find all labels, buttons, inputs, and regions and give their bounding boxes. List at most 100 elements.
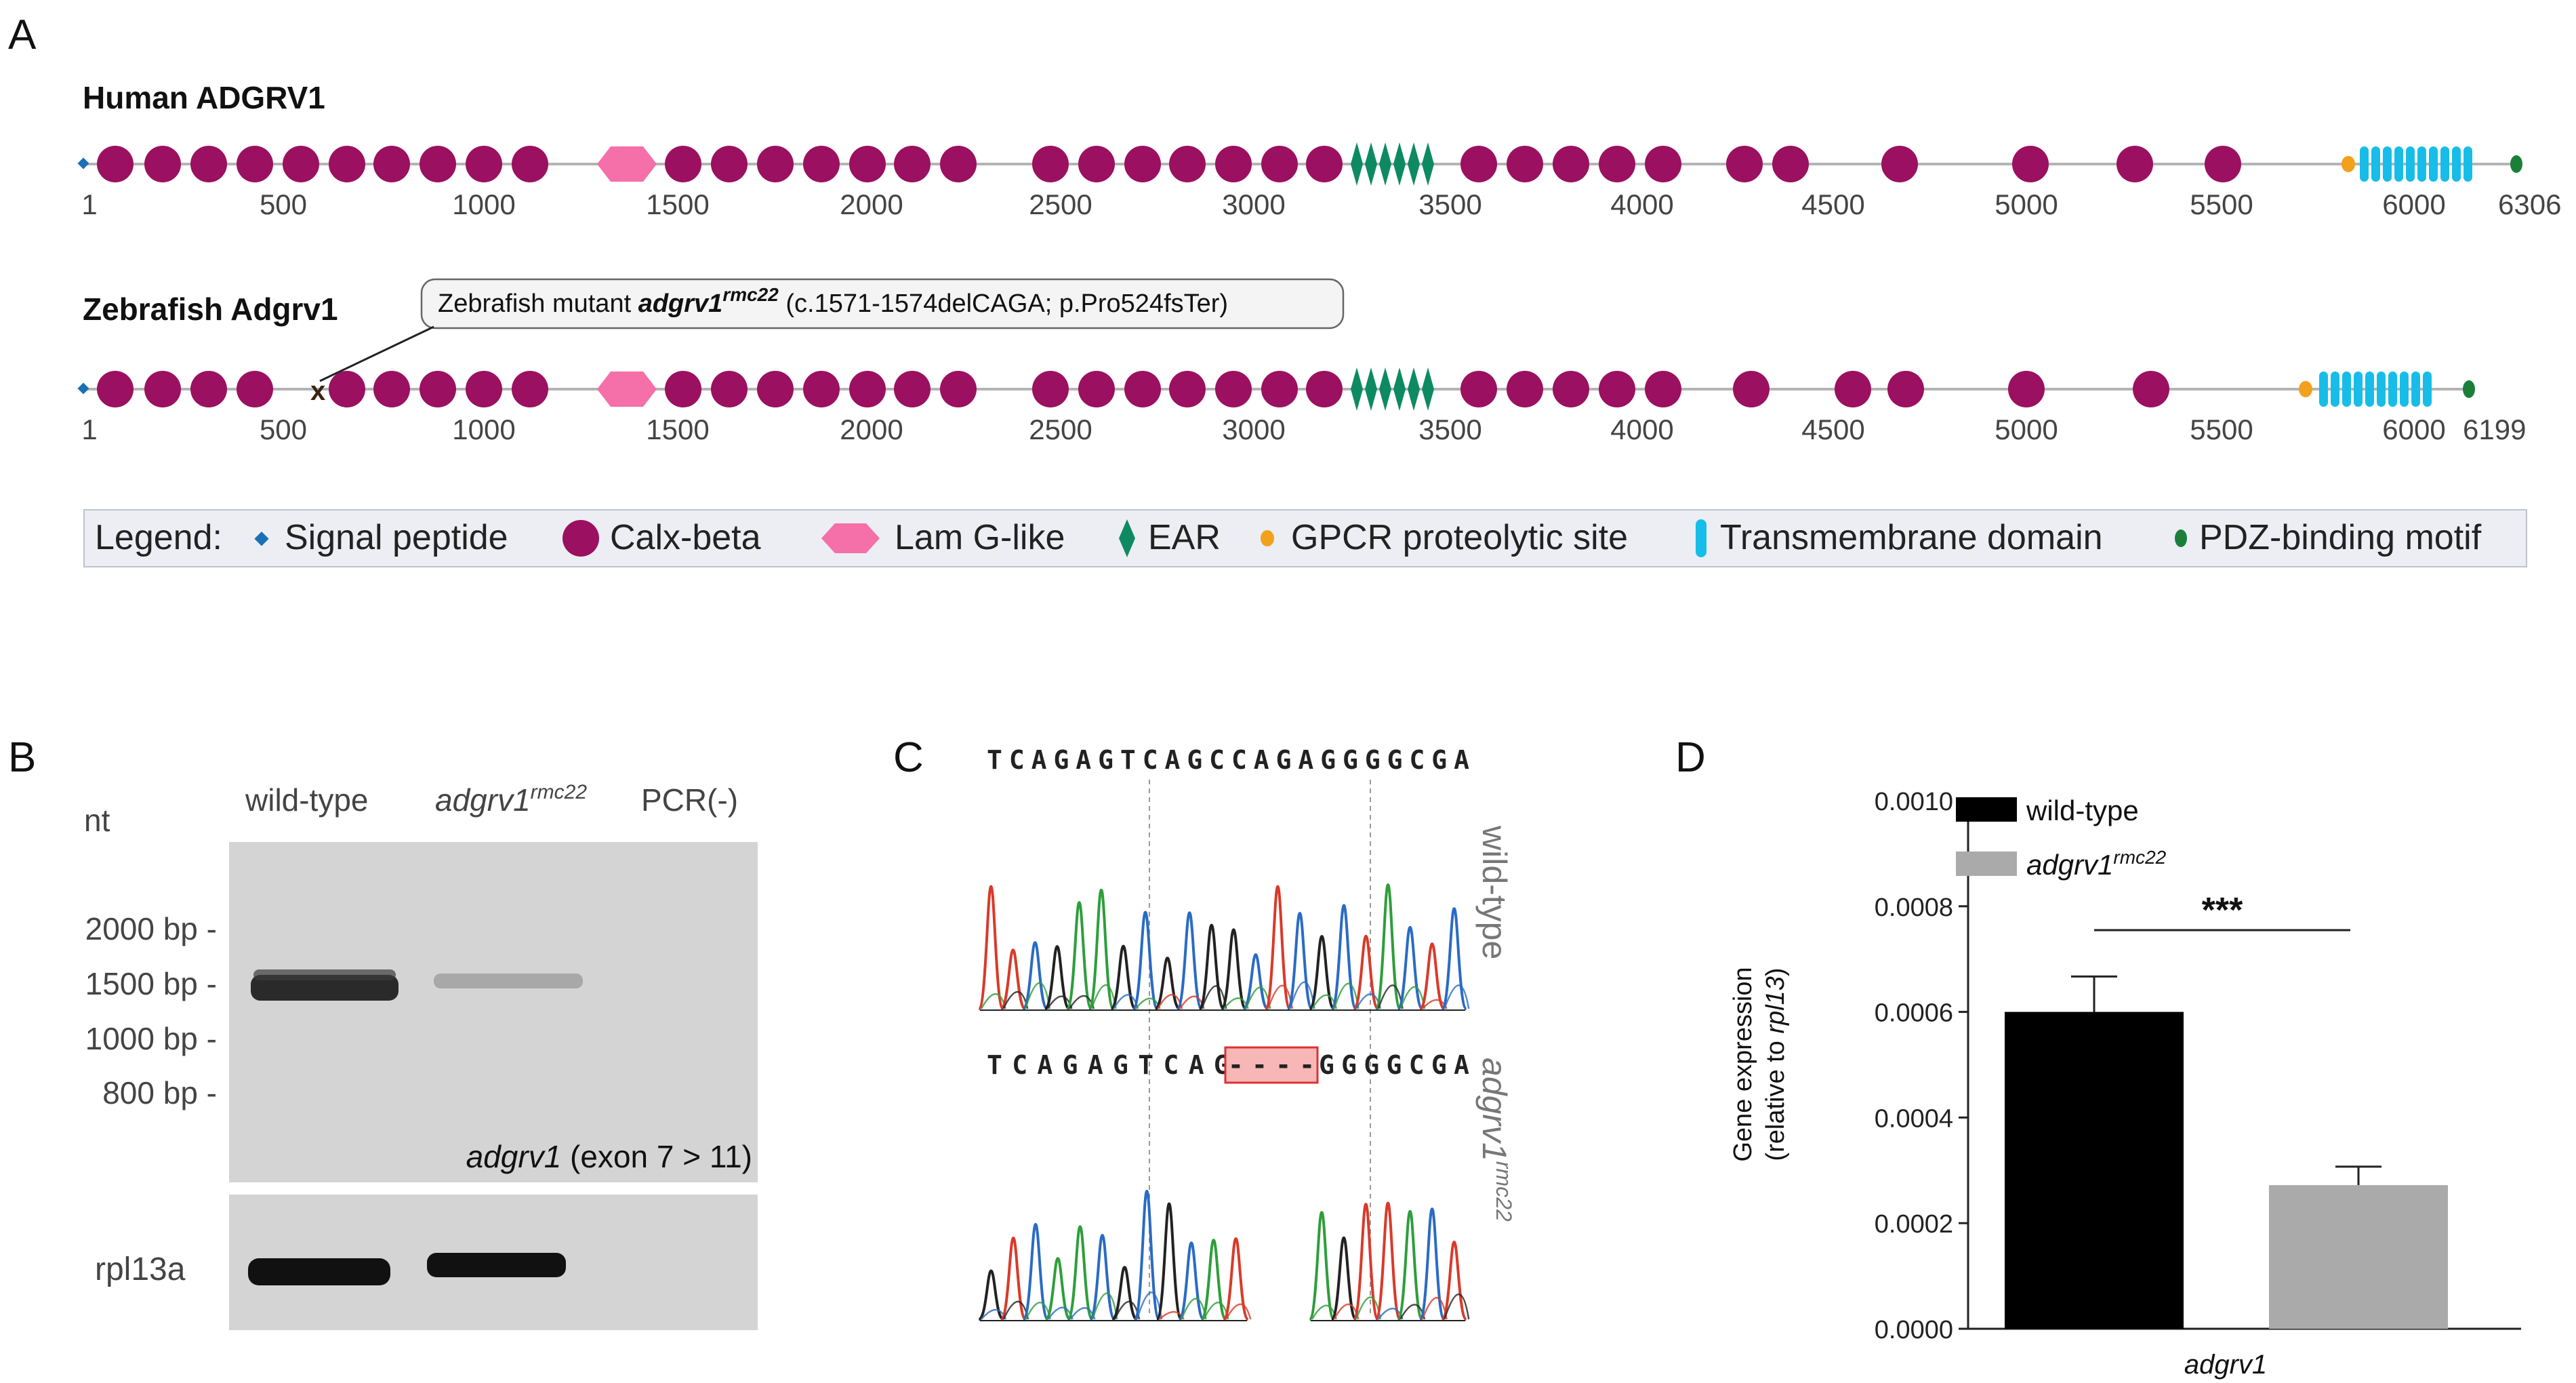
transmembrane-helix <box>2331 372 2339 407</box>
calx-beta-domain <box>849 371 886 407</box>
panel-label-c: C <box>893 734 924 781</box>
y-tick-label: 0.0000 <box>1875 1316 1953 1344</box>
legend-ear-icon <box>1119 519 1135 557</box>
calx-beta-domain <box>940 371 977 407</box>
chromatogram-peak <box>1022 1223 1050 1321</box>
gpcr-proteolytic-site <box>2342 156 2355 172</box>
calx-beta-domain <box>2117 146 2153 182</box>
ear-repeat <box>1422 367 1434 411</box>
calx-beta-domain <box>1645 371 1681 407</box>
transmembrane-helix <box>2452 146 2461 182</box>
y-label-gene: rpl13 <box>1761 976 1790 1034</box>
legend-tm-icon <box>1696 519 1706 557</box>
lane-label-mutant: adgrv1rmc22 <box>435 781 587 818</box>
chromatogram-minor-peak <box>1090 984 1117 1009</box>
chromatogram-peak <box>1021 941 1049 1010</box>
legend-lamg-label: Lam G-like <box>895 518 1065 557</box>
calx-beta-domain <box>1553 146 1589 182</box>
human-domain-track <box>77 142 2522 186</box>
control-label: rpl13a <box>95 1251 186 1287</box>
chromatogram-peak <box>1176 911 1204 1010</box>
chromatogram-peak <box>1308 1211 1336 1321</box>
axis-tick-label: 500 <box>260 188 307 220</box>
chromatogram-peak <box>1000 1236 1027 1321</box>
calx-beta-domain <box>1772 146 1809 182</box>
panel-label-a: A <box>8 12 37 58</box>
calx-beta-domain <box>283 146 319 182</box>
transmembrane-helix <box>2440 146 2449 182</box>
chromatogram-peak <box>1088 888 1115 1010</box>
callout-suffix: (c.1571-1574delCAGA; p.Pro524fsTer) <box>779 289 1228 318</box>
legend-mutant-swatch <box>1956 851 2017 876</box>
ear-repeat <box>1351 142 1363 186</box>
calx-beta-domain <box>97 146 134 182</box>
transmembrane-helix <box>2342 372 2351 407</box>
calx-beta-domain <box>1460 146 1497 182</box>
calx-beta-domain <box>1124 371 1161 407</box>
axis-tick-label: 2000 <box>840 188 903 220</box>
y-tick-label: 0.0006 <box>1875 999 1953 1028</box>
calx-beta-domain <box>1169 146 1206 182</box>
chromatogram-peak <box>1044 945 1071 1010</box>
legend-box <box>83 509 2527 567</box>
ladder-800: 800 bp - <box>102 1075 217 1110</box>
transmembrane-helix <box>2383 146 2392 182</box>
calx-beta-domain <box>237 371 273 407</box>
y-axis-label-line1: Gene expression <box>1729 967 1757 1161</box>
mut-trace-label: adgrv1rmc22 <box>1475 1058 1516 1222</box>
calx-beta-domain <box>1645 146 1681 182</box>
transmembrane-helix <box>2319 372 2328 407</box>
chromatogram-peak <box>1330 904 1357 1010</box>
band-control-mutant <box>427 1253 566 1277</box>
axis-tick-label: 5500 <box>2190 188 2253 220</box>
calx-beta-domain <box>466 371 502 407</box>
calx-beta-domain <box>894 146 931 182</box>
calx-beta-domain <box>373 371 410 407</box>
signal-peptide-marker <box>77 382 89 395</box>
axis-tick-label: 3500 <box>1418 414 1481 445</box>
chromatogram-peak <box>978 1269 1004 1321</box>
chromatogram-peak <box>1133 1189 1161 1321</box>
legend-ear-label: EAR <box>1148 518 1221 557</box>
chromatogram-peak <box>1242 953 1269 1010</box>
chromatogram-peak <box>1109 944 1137 1010</box>
calx-beta-domain <box>1169 371 1206 407</box>
axis-tick-label: 3000 <box>1222 188 1285 220</box>
calx-beta-domain <box>144 146 181 182</box>
calx-beta-domain <box>1733 371 1770 407</box>
axis-tick-label: 2500 <box>1029 188 1092 220</box>
axis-tick-label: 1000 <box>452 414 515 445</box>
zebrafish-axis-ticks: 1 500 1000 1500 2000 2500 3000 3500 4000 4500 5000… <box>81 414 2445 445</box>
transmembrane-helix <box>2406 146 2415 182</box>
expression-chart: 0.0000 0.0002 0.0004 0.0006 0.0008 0.0010 *** w… <box>1729 788 2521 1380</box>
y-axis-label-line2: (relative to rpl13) <box>1761 967 1790 1161</box>
chromatogram-peak <box>1177 1241 1205 1321</box>
axis-tick-label: 1000 <box>452 188 515 220</box>
calx-beta-domain <box>2012 146 2049 182</box>
y-label-suffix: ) <box>1761 967 1790 976</box>
axis-tick-label: 5500 <box>2190 414 2253 445</box>
band-wt <box>251 975 398 1001</box>
mutation-mark: x <box>310 376 325 406</box>
chromatogram-peak <box>1396 925 1424 1010</box>
callout-allele: rmc22 <box>722 284 779 305</box>
calx-beta-domain <box>512 146 548 182</box>
zebrafish-title: Zebrafish Adgrv1 <box>83 292 338 327</box>
axis-tick-label: 4500 <box>1801 188 1864 220</box>
calx-beta-domain <box>665 371 701 407</box>
band-mutant <box>434 974 583 988</box>
legend-pdz-icon <box>2175 529 2187 547</box>
ear-repeat <box>1365 142 1377 186</box>
gel-unit-label: nt <box>84 803 110 838</box>
zebrafish-length-label: 6199 <box>2463 414 2526 445</box>
human-title: Human ADGRV1 <box>83 80 325 115</box>
chromatogram-peak <box>1330 1236 1357 1321</box>
ear-repeat <box>1393 367 1406 411</box>
ear-repeat <box>1351 367 1363 411</box>
calx-beta-domain <box>237 146 273 182</box>
calx-beta-domain <box>1726 146 1763 182</box>
calx-beta-domain <box>190 146 227 182</box>
bar-mutant <box>2269 1185 2448 1329</box>
chromatogram-peak <box>1156 1202 1183 1321</box>
